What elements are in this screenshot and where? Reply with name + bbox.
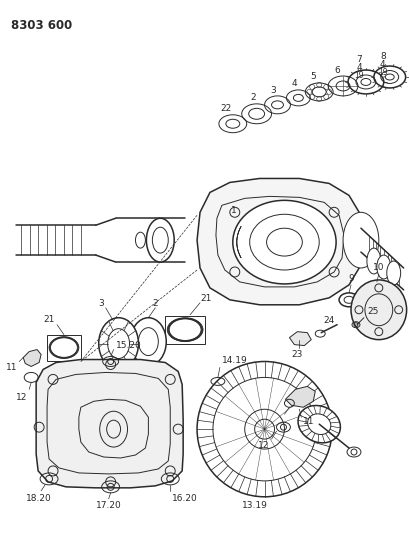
Ellipse shape (338, 293, 358, 307)
Text: 4: 4 (379, 60, 384, 69)
Text: 13.19: 13.19 (241, 501, 267, 510)
Text: 22: 22 (220, 104, 231, 113)
Ellipse shape (346, 447, 360, 457)
Text: 4: 4 (291, 79, 297, 88)
Ellipse shape (386, 261, 400, 285)
Polygon shape (285, 386, 315, 407)
Ellipse shape (376, 255, 390, 279)
Text: 15.20: 15.20 (115, 341, 141, 350)
Text: 3: 3 (270, 86, 276, 95)
Polygon shape (36, 360, 183, 488)
Ellipse shape (232, 200, 335, 284)
Ellipse shape (350, 280, 406, 340)
Text: 16.20: 16.20 (172, 494, 198, 503)
Text: 14.19: 14.19 (221, 357, 247, 366)
Text: 17.20: 17.20 (96, 501, 121, 510)
Text: 10: 10 (372, 263, 384, 272)
Text: 11: 11 (6, 363, 17, 372)
Text: 18.20: 18.20 (26, 494, 52, 503)
Text: 23: 23 (291, 350, 302, 359)
Ellipse shape (297, 406, 339, 443)
Polygon shape (197, 179, 363, 305)
Text: 12: 12 (258, 441, 269, 450)
Text: 5: 5 (310, 72, 315, 81)
Text: 1: 1 (230, 206, 236, 215)
Text: 2: 2 (152, 299, 157, 308)
Text: 8: 8 (379, 52, 385, 61)
Text: 6: 6 (333, 66, 339, 75)
Text: 4: 4 (355, 63, 361, 72)
Text: 19: 19 (377, 68, 387, 77)
Text: 9: 9 (347, 274, 353, 283)
Bar (165, 316, 204, 344)
Text: 2: 2 (249, 93, 255, 102)
Text: 11: 11 (303, 417, 314, 426)
Text: 24: 24 (323, 316, 334, 325)
Ellipse shape (366, 248, 380, 274)
Text: 8303 600: 8303 600 (11, 19, 72, 33)
Ellipse shape (130, 318, 166, 366)
Text: 3: 3 (98, 299, 103, 308)
Text: 25: 25 (366, 307, 378, 316)
Text: 21: 21 (43, 314, 55, 324)
Polygon shape (23, 350, 41, 367)
Text: 12: 12 (16, 393, 27, 402)
Ellipse shape (146, 218, 174, 262)
Ellipse shape (342, 212, 378, 268)
Bar (47, 335, 81, 360)
Text: 21: 21 (200, 294, 211, 303)
Text: 7: 7 (355, 55, 361, 64)
Ellipse shape (99, 318, 138, 369)
Polygon shape (289, 332, 310, 345)
Text: 19: 19 (353, 71, 363, 80)
